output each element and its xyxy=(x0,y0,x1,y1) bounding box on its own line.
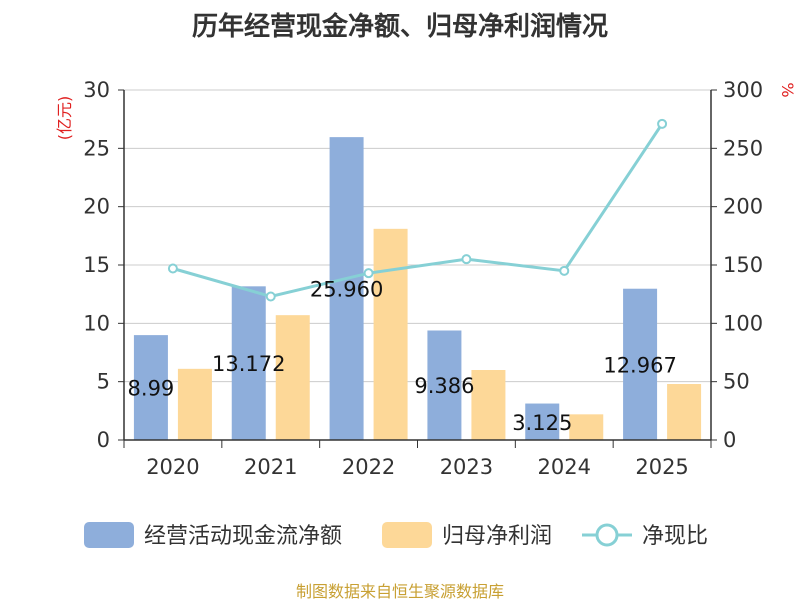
bar-cashflow xyxy=(231,286,266,440)
axes-group xyxy=(118,89,717,448)
x-tick-label: 2020 xyxy=(146,455,199,479)
point-ratio xyxy=(657,118,668,129)
y-left-tick-label: 15 xyxy=(83,253,110,277)
y-right-tick-label: 100 xyxy=(723,311,763,335)
y-right-tick-label: 200 xyxy=(723,195,763,219)
bar-profit xyxy=(667,384,702,440)
y-left-tick-label: 25 xyxy=(83,136,110,160)
legend-label-profit[interactable]: 归母净利润 xyxy=(442,524,552,549)
x-tick-label: 2021 xyxy=(244,455,297,479)
chart-title: 历年经营现金净额、归母净利润情况 xyxy=(191,12,608,42)
bar-cashflow xyxy=(525,403,560,440)
bars-group xyxy=(133,137,702,440)
bar-cashflow xyxy=(427,330,462,440)
bar-profit xyxy=(177,368,212,440)
y-right-tick-label: 150 xyxy=(723,253,763,277)
data-label-cashflow: 25.960 xyxy=(310,278,383,302)
data-label-cashflow: 9.386 xyxy=(414,374,474,398)
x-tick-label: 2025 xyxy=(635,455,688,479)
bar-cashflow xyxy=(623,288,658,440)
data-label-cashflow: 8.99 xyxy=(128,377,175,401)
y-left-tick-label: 10 xyxy=(83,311,110,335)
y-left-tick-label: 20 xyxy=(83,195,110,219)
legend-swatch-cashflow[interactable] xyxy=(84,522,134,548)
point-ratio xyxy=(559,265,570,276)
legend: 经营活动现金流净额 归母净利润 净现比 xyxy=(84,522,708,549)
y-right-tick-label: 0 xyxy=(723,428,736,452)
legend-swatch-profit[interactable] xyxy=(382,522,432,548)
bar-cashflow xyxy=(133,335,168,440)
bar-profit xyxy=(373,228,408,440)
legend-label-ratio[interactable]: 净现比 xyxy=(642,524,708,549)
data-labels-group: 8.99 13.172 25.960 9.386 3.125 12.967 xyxy=(128,278,677,435)
y-left-unit-label: (亿元) xyxy=(55,96,74,141)
y-left-tick-label: 0 xyxy=(97,428,110,452)
data-label-cashflow: 3.125 xyxy=(512,411,572,435)
line-series-group xyxy=(167,118,668,302)
x-tick-label: 2024 xyxy=(538,455,591,479)
point-ratio xyxy=(265,291,276,302)
y-left-tick-label: 5 xyxy=(97,370,110,394)
data-label-cashflow: 13.172 xyxy=(212,352,285,376)
bar-cashflow xyxy=(329,137,364,440)
point-ratio xyxy=(461,254,472,265)
legend-marker-ratio[interactable] xyxy=(595,523,619,547)
legend-label-cashflow[interactable]: 经营活动现金流净额 xyxy=(144,524,342,549)
point-ratio xyxy=(363,268,374,279)
bar-profit xyxy=(275,315,310,440)
y-right-tick-label: 250 xyxy=(723,136,763,160)
bar-profit xyxy=(471,370,506,440)
y-left-tick-label: 30 xyxy=(83,78,110,102)
line-ratio xyxy=(172,123,664,299)
y-right-unit-label: % xyxy=(778,82,797,97)
source-note: 制图数据来自恒生聚源数据库 xyxy=(295,582,504,601)
grid-lines xyxy=(124,89,711,383)
bar-profit xyxy=(569,414,604,440)
x-tick-label: 2023 xyxy=(440,455,493,479)
data-label-cashflow: 12.967 xyxy=(603,353,676,377)
x-tick-label: 2022 xyxy=(342,455,395,479)
point-ratio xyxy=(167,263,178,274)
y-right-tick-label: 50 xyxy=(723,370,750,394)
y-right-tick-label: 300 xyxy=(723,78,763,102)
